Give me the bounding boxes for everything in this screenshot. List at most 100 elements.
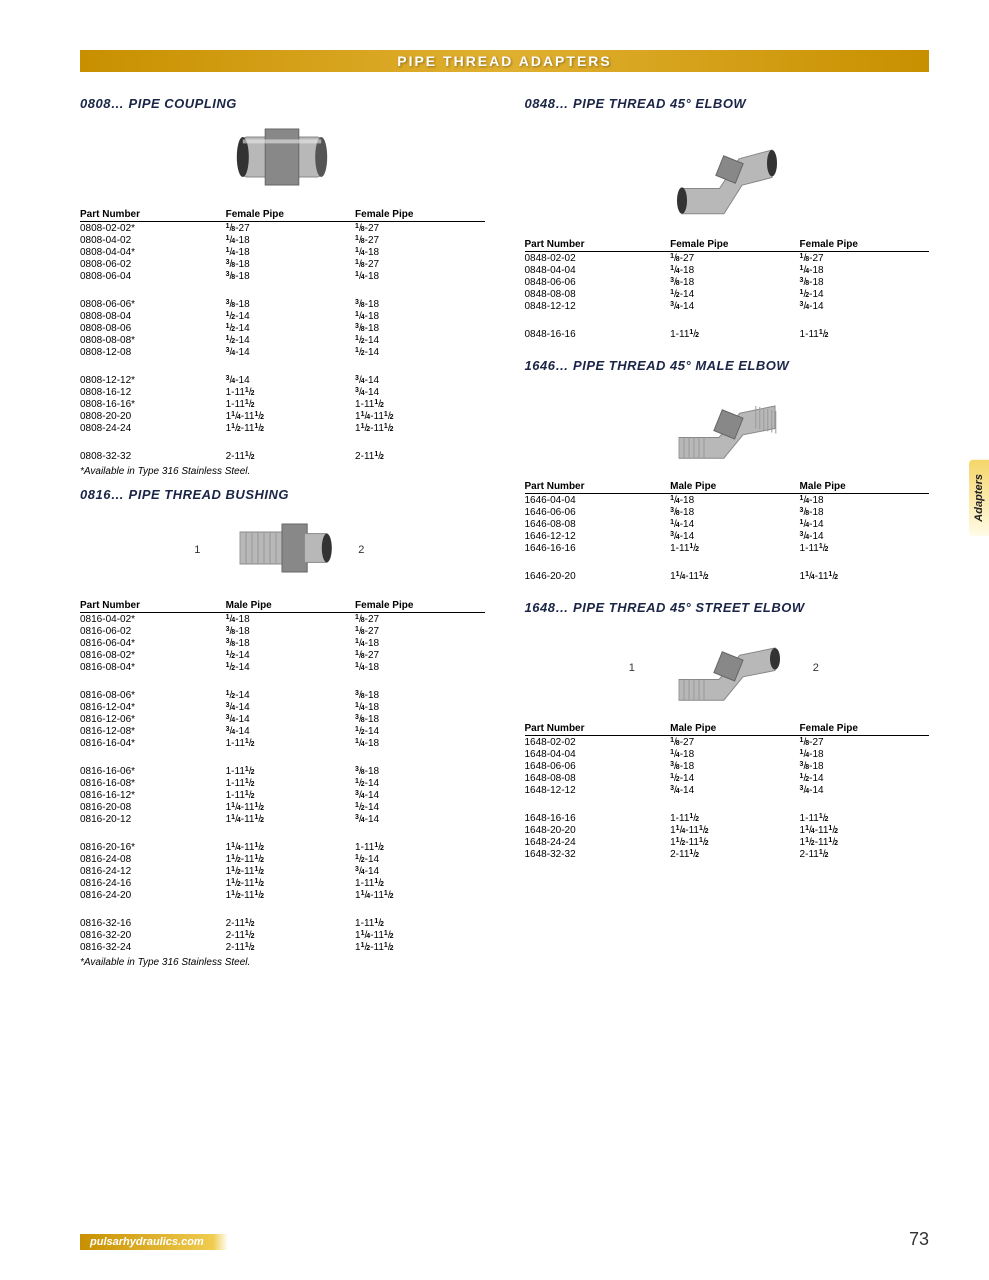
spec-cell: 11/2-111/2 xyxy=(355,422,484,434)
table-row: 0816-08-02*1/2-141/8-27 xyxy=(80,649,485,661)
spec-cell: 1/8-27 xyxy=(800,252,929,265)
part-number-cell: 0808-08-06 xyxy=(80,322,226,334)
table-row: 0848-16-161-111/21-111/2 xyxy=(525,328,930,340)
part-number-cell: 1648-20-20 xyxy=(525,824,671,836)
part-number-cell: 0808-24-24 xyxy=(80,422,226,434)
part-number-cell: 0816-06-02 xyxy=(80,625,226,637)
spec-cell: 11/4-111/2 xyxy=(355,929,484,941)
column-header: Part Number xyxy=(525,722,671,736)
part-number-cell: 1648-06-06 xyxy=(525,760,671,772)
part-number-cell: 1646-06-06 xyxy=(525,506,671,518)
spec-cell: 3/8-18 xyxy=(355,689,484,701)
part-number-cell: 0808-06-02 xyxy=(80,258,226,270)
spec-cell: 1/8-27 xyxy=(670,736,799,749)
note-0816: *Available in Type 316 Stainless Steel. xyxy=(80,957,485,968)
table-row: 1648-02-021/8-271/8-27 xyxy=(525,736,930,749)
spec-cell: 3/8-18 xyxy=(800,276,929,288)
spec-cell: 1/8-27 xyxy=(355,234,484,246)
spec-cell: 3/8-18 xyxy=(355,322,484,334)
part-number-cell: 1648-16-16 xyxy=(525,812,671,824)
part-number-cell: 0808-12-12* xyxy=(80,374,226,386)
part-number-cell: 1648-12-12 xyxy=(525,784,671,796)
spec-cell: 1/2-14 xyxy=(355,725,484,737)
table-row: 0848-12-123/4-143/4-14 xyxy=(525,300,930,312)
left-column: 0808… PIPE COUPLING Part NumberFemale Pi… xyxy=(80,86,485,978)
part-number-cell: 0816-24-08 xyxy=(80,853,226,865)
table-row: 1648-32-322-111/22-111/2 xyxy=(525,848,930,860)
table-row: 0816-12-06*3/4-143/8-18 xyxy=(80,713,485,725)
table-row: 0816-24-2011/2-111/211/4-111/2 xyxy=(80,889,485,901)
part-number-cell: 0816-32-24 xyxy=(80,941,226,953)
column-header: Part Number xyxy=(80,208,226,222)
section-title-0848: 0848… PIPE THREAD 45° ELBOW xyxy=(525,96,930,111)
spec-cell: 3/4-14 xyxy=(800,300,929,312)
part-number-cell: 0808-32-32 xyxy=(80,450,226,462)
spec-cell: 11/2-111/2 xyxy=(800,836,929,848)
spec-cell: 1/2-14 xyxy=(355,853,484,865)
spec-cell: 3/4-14 xyxy=(670,784,799,796)
part-number-cell: 0816-24-20 xyxy=(80,889,226,901)
image-1648: 12 xyxy=(525,621,930,714)
part-number-cell: 1646-12-12 xyxy=(525,530,671,542)
table-row: 0816-24-1211/2-111/23/4-14 xyxy=(80,865,485,877)
spec-cell: 1/4-18 xyxy=(355,737,484,749)
spec-cell: 3/8-18 xyxy=(226,298,355,310)
part-number-cell: 0848-12-12 xyxy=(525,300,671,312)
spec-cell: 3/8-18 xyxy=(226,258,355,270)
table-row: 0848-08-081/2-141/2-14 xyxy=(525,288,930,300)
part-number-cell: 0816-16-12* xyxy=(80,789,226,801)
part-number-cell: 0808-06-06* xyxy=(80,298,226,310)
table-row: 1648-20-2011/4-111/211/4-111/2 xyxy=(525,824,930,836)
spec-cell: 3/8-18 xyxy=(226,637,355,649)
part-number-cell: 0816-08-06* xyxy=(80,689,226,701)
spec-cell: 1-111/2 xyxy=(226,777,355,789)
table-row: 0816-20-16*11/4-111/21-111/2 xyxy=(80,841,485,853)
image-0848 xyxy=(525,117,930,230)
spec-cell: 1/2-14 xyxy=(226,661,355,673)
part-number-cell: 0816-12-08* xyxy=(80,725,226,737)
table-row: 0816-08-06*1/2-143/8-18 xyxy=(80,689,485,701)
table-row: 0808-04-04*1/4-181/4-18 xyxy=(80,246,485,258)
table-row: 0848-06-063/8-183/8-18 xyxy=(525,276,930,288)
spec-cell: 11/2-111/2 xyxy=(226,877,355,889)
part-number-cell: 0848-16-16 xyxy=(525,328,671,340)
part-number-cell: 0816-24-12 xyxy=(80,865,226,877)
spec-cell: 1/2-14 xyxy=(226,689,355,701)
table-row: 1648-16-161-111/21-111/2 xyxy=(525,812,930,824)
note-0808: *Available in Type 316 Stainless Steel. xyxy=(80,466,485,477)
spec-cell: 11/2-111/2 xyxy=(355,941,484,953)
part-number-cell: 0808-20-20 xyxy=(80,410,226,422)
part-number-cell: 0816-16-06* xyxy=(80,765,226,777)
spec-cell: 1/4-18 xyxy=(355,310,484,322)
table-row: 1648-12-123/4-143/4-14 xyxy=(525,784,930,796)
column-header: Part Number xyxy=(525,238,671,252)
part-number-cell: 0848-06-06 xyxy=(525,276,671,288)
page-banner: PIPE THREAD ADAPTERS xyxy=(80,50,929,72)
part-number-cell: 1648-32-32 xyxy=(525,848,671,860)
spec-cell: 3/4-14 xyxy=(355,813,484,825)
spec-cell: 1-111/2 xyxy=(226,398,355,410)
table-row: 0816-12-08*3/4-141/2-14 xyxy=(80,725,485,737)
image-label-right: 2 xyxy=(358,544,364,556)
spec-cell: 3/8-18 xyxy=(800,506,929,518)
spec-cell: 3/8-18 xyxy=(226,270,355,282)
spec-cell: 1/8-27 xyxy=(670,252,799,265)
part-number-cell: 0816-32-20 xyxy=(80,929,226,941)
spec-cell: 3/4-14 xyxy=(670,530,799,542)
spec-cell: 2-111/2 xyxy=(800,848,929,860)
table-row: 1646-04-041/4-181/4-18 xyxy=(525,494,930,507)
spec-cell: 1/2-14 xyxy=(226,649,355,661)
spec-cell: 3/8-18 xyxy=(670,276,799,288)
spec-cell: 11/4-111/2 xyxy=(355,889,484,901)
column-header: Male Pipe xyxy=(226,599,355,613)
image-label-left: 1 xyxy=(194,544,200,556)
table-row: 0808-08-08*1/2-141/2-14 xyxy=(80,334,485,346)
part-number-cell: 1648-04-04 xyxy=(525,748,671,760)
part-number-cell: 0816-16-04* xyxy=(80,737,226,749)
spec-cell: 2-111/2 xyxy=(670,848,799,860)
table-row: 0848-04-041/4-181/4-18 xyxy=(525,264,930,276)
table-row: 0808-12-12*3/4-143/4-14 xyxy=(80,374,485,386)
spec-cell: 1-111/2 xyxy=(355,917,484,929)
section-title-0816: 0816… PIPE THREAD BUSHING xyxy=(80,487,485,502)
part-number-cell: 0816-08-04* xyxy=(80,661,226,673)
